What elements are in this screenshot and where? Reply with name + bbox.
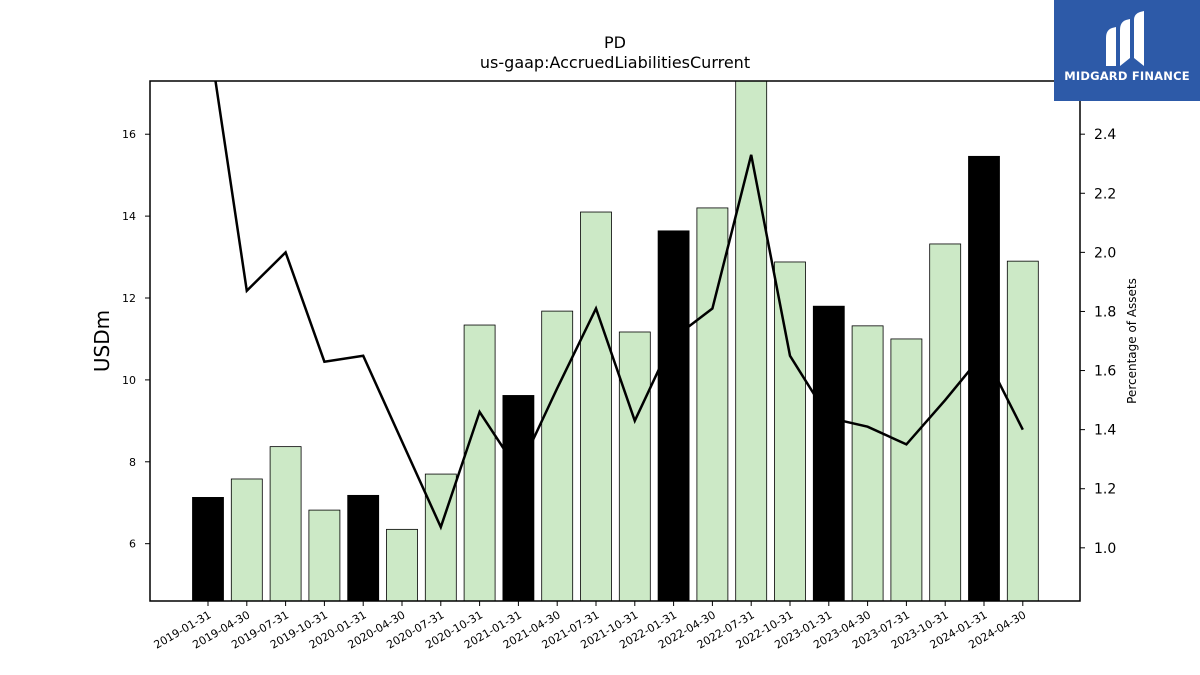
bar [812, 305, 845, 602]
bar-group [192, 80, 1039, 602]
logo-text: MIDGARD FINANCE [1064, 69, 1190, 83]
y2-tick-label: 2.4 [1094, 127, 1116, 143]
y2-tick-label: 1.4 [1094, 423, 1116, 439]
bar [929, 243, 962, 602]
bar [269, 446, 302, 602]
series-line [214, 81, 1024, 531]
y2-tick-label: 1.0 [1094, 541, 1116, 557]
bar [308, 509, 341, 602]
bar [502, 395, 535, 602]
bar [696, 207, 729, 602]
y2-axis-label: Percentage of Assets [1125, 278, 1139, 404]
y-tick-label: 12 [122, 292, 136, 305]
y2-tick-label: 2.2 [1094, 186, 1116, 202]
bar [230, 478, 263, 602]
plot-frame [149, 80, 1081, 602]
right-axis: 1.0 1.2 1.4 1.6 1.8 2.0 2.2 2.4 [1080, 127, 1116, 557]
logo-mark-icon [1106, 11, 1144, 66]
y2-tick-label: 2.0 [1094, 245, 1116, 261]
y-tick-label: 16 [122, 128, 136, 141]
brand-logo: MIDGARD FINANCE [1054, 0, 1200, 101]
bar [890, 338, 923, 602]
x-axis: 2019-01-312019-04-302019-07-312019-10-31… [152, 601, 1028, 652]
bar [347, 494, 380, 602]
y-tick-label: 14 [122, 210, 136, 223]
y2-tick-label: 1.6 [1094, 364, 1116, 380]
bar [1006, 260, 1039, 602]
bar [580, 211, 612, 602]
bar [463, 324, 496, 602]
bar [657, 230, 690, 602]
chart-title: PD [604, 33, 626, 52]
bar [541, 310, 574, 602]
y2-tick-label: 1.2 [1094, 482, 1116, 498]
chart-subtitle: us-gaap:AccruedLiabilitiesCurrent [480, 53, 750, 72]
y-tick-label: 6 [129, 538, 136, 551]
y-tick-label: 8 [129, 456, 136, 469]
bar [618, 331, 651, 602]
y2-tick-label: 1.8 [1094, 304, 1116, 320]
left-axis: 6 8 10 12 14 16 [122, 128, 150, 551]
y-tick-label: 10 [122, 374, 136, 387]
bar [851, 325, 884, 602]
bar [968, 155, 1000, 602]
bar [192, 497, 224, 602]
line-group [214, 81, 1024, 531]
bar [774, 261, 806, 602]
y-axis-label: USDm [90, 310, 114, 372]
bar [386, 528, 418, 602]
